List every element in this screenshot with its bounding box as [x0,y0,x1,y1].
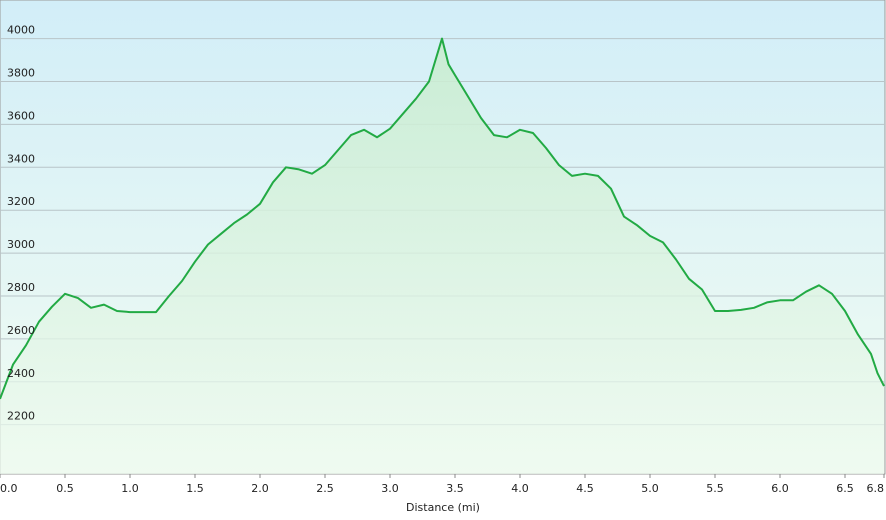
marks [0,37,885,474]
x-tick-label: 5.5 [706,482,724,495]
x-tick-label: 5.0 [641,482,659,495]
y-tick-label: 3600 [7,109,35,122]
x-tick-label: 2.0 [251,482,269,495]
x-tick-label: 0.0 [0,482,18,495]
x-tick-label: 0.5 [56,482,74,495]
y-tick-label: 2200 [7,410,35,423]
x-tick-label: 3.5 [446,482,464,495]
x-tick-label: 4.0 [511,482,529,495]
y-tick-label: 2800 [7,281,35,294]
x-tick-label: 1.0 [121,482,139,495]
x-tick-label: 2.5 [316,482,334,495]
elevation-area [0,38,884,474]
x-tick-label: 6.0 [771,482,789,495]
x-tick-label: 1.5 [186,482,204,495]
x-tick-label: 6.8 [867,482,885,495]
labels: 2200 2400 2600 2800 3000 3200 3400 3600 3800 4000… [0,24,884,495]
y-tick-label: 3800 [7,67,35,80]
x-tick-label: 6.5 [836,482,854,495]
y-tick-label: 3200 [7,195,35,208]
y-tick-label: 2400 [7,367,35,380]
x-tick-label: 4.5 [576,482,594,495]
y-tick-label: 4000 [7,24,35,37]
x-axis-title: Distance (mi) [406,501,480,514]
y-tick-label: 3000 [7,238,35,251]
y-tick-label: 2600 [7,324,35,337]
y-tick-label: 3400 [7,152,35,165]
x-tick-label: 3.0 [381,482,399,495]
elevation-line [0,37,885,400]
